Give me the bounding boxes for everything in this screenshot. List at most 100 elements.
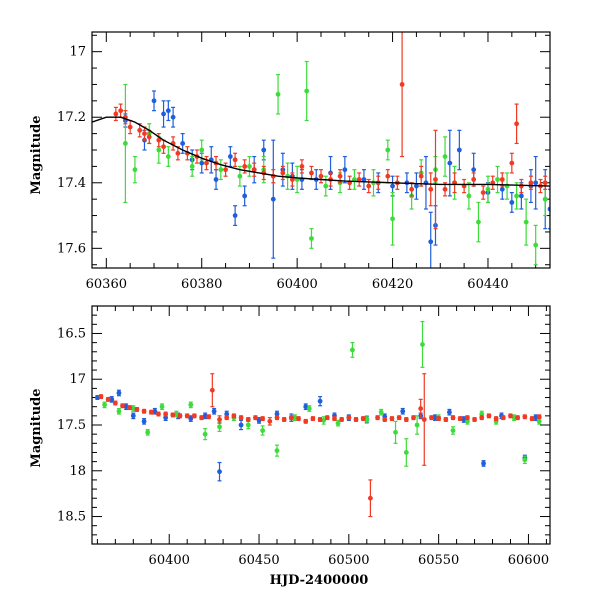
data-point-blue [317,396,323,407]
data-marker [118,108,124,114]
data-point-red [141,408,147,414]
data-marker [161,144,166,150]
data-marker [127,405,133,411]
data-marker [466,193,472,199]
data-point-red [375,415,380,421]
data-point-green [245,420,251,430]
data-marker [514,193,520,199]
data-point-red [450,415,456,421]
data-point-green [247,155,252,177]
data-marker [442,154,448,159]
data-marker [116,408,122,414]
data-marker [464,418,470,424]
data-point-red [332,416,337,422]
data-marker [218,167,224,173]
data-point-red [267,417,273,426]
data-marker [309,170,314,176]
data-marker [137,127,143,133]
data-point-green [202,428,208,441]
data-point-red [421,373,427,466]
data-point-red [356,172,362,187]
data-marker [159,404,165,410]
top-x-tick-label: 60360 [86,277,127,292]
data-marker [242,193,248,199]
data-marker [142,131,147,137]
data-point-blue [151,90,157,112]
bottom-x-tick-label: 60450 [238,553,279,568]
data-point-green [364,415,370,424]
bottom-x-tick-label: 60400 [149,553,190,568]
bottom-y-ticks: 16.5 17 17.5 18 18.5 [57,305,550,545]
data-marker [400,408,406,414]
data-marker [105,396,111,402]
bottom-series-red [98,373,542,518]
top-panel: Magnitude 60360 60380 60400 60420 60440 17 17.… [29,31,551,292]
data-point-red [457,416,463,422]
data-marker [141,408,147,414]
data-point-blue [256,417,262,424]
data-point-blue [270,139,276,259]
data-marker [522,457,528,463]
data-point-green [378,408,384,416]
data-marker [224,415,230,421]
data-marker [184,413,190,419]
data-marker [533,180,539,186]
data-marker [151,98,157,104]
data-point-green [536,417,542,425]
data-marker [323,183,329,189]
data-marker [403,417,409,422]
data-marker [232,157,238,163]
data-point-blue [208,146,214,174]
data-marker [479,415,485,421]
data-point-red [232,152,238,167]
data-marker [227,154,233,159]
data-marker [256,418,262,423]
data-point-red [199,415,204,421]
bottom-y-tick-label: 17 [69,372,86,387]
data-point-green [174,410,179,418]
data-marker [366,183,372,189]
data-point-green [292,414,298,422]
data-marker [224,411,230,417]
data-marker [456,147,462,153]
data-point-red [529,416,535,422]
data-point-green [514,182,520,210]
data-point-red [281,417,287,422]
data-marker [165,108,171,114]
bottom-y-tick-label: 16.5 [57,326,86,341]
data-point-red [161,139,166,154]
data-marker [251,167,257,173]
data-point-blue [123,403,129,411]
data-point-red [134,407,140,412]
data-point-red [98,394,104,400]
data-marker [296,416,301,421]
data-point-red [191,413,197,419]
data-marker [479,411,485,417]
data-point-red [499,172,505,187]
data-marker [399,82,405,87]
data-marker [447,160,453,166]
data-marker [318,173,324,179]
data-point-green [385,139,391,161]
bottom-plot-area [94,320,542,518]
data-marker [450,415,456,421]
data-marker [109,396,115,402]
data-point-green [122,83,128,204]
data-point-red [253,415,258,421]
data-point-red [385,169,391,184]
data-point-green [116,407,122,415]
data-point-red [260,416,266,422]
data-marker [127,124,133,130]
data-point-red [542,175,548,190]
data-marker [509,200,515,205]
data-point-red [177,413,183,419]
data-point-green [533,224,539,266]
data-marker [324,415,330,421]
data-point-blue [456,129,462,171]
data-marker [237,173,243,179]
data-marker [156,147,162,153]
data-marker [414,422,420,428]
data-point-green [495,165,500,194]
data-marker [289,177,295,182]
data-point-blue [428,211,434,268]
